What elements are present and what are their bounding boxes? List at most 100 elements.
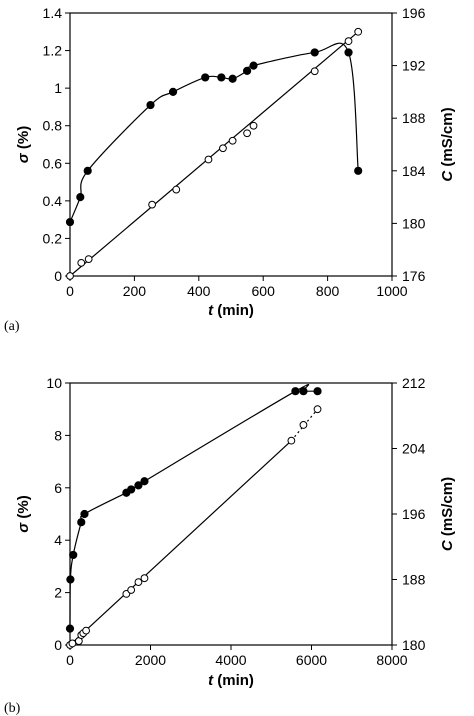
y-right-axis-symbol: C <box>439 170 456 182</box>
x-tick-label: 6000 <box>296 652 327 668</box>
data-point-filled <box>69 550 78 560</box>
panel-label: (a) <box>4 319 20 334</box>
y-right-tick-label: 204 <box>402 441 426 457</box>
data-point-open <box>249 121 258 130</box>
data-point-open <box>148 200 157 209</box>
chart-panel-a: 0 200 400 600 800 1000 0 0.2 0.4 0.6 0.8 1 1.2 1.4 176… <box>4 5 456 334</box>
y-left-tick-label: 1.4 <box>43 5 63 21</box>
x-tick-label: 1000 <box>376 283 407 299</box>
data-point-filled <box>354 166 363 175</box>
data-point-open <box>228 136 237 145</box>
x-tick-label: 600 <box>252 283 276 299</box>
data-point-filled <box>299 387 308 396</box>
y-right-tick-label: 188 <box>402 572 426 588</box>
data-point-open <box>127 586 136 594</box>
x-axis-unit: (min) <box>213 302 254 319</box>
x-tick-label: 8000 <box>376 652 407 668</box>
y-left-tick-label: 2 <box>54 585 62 601</box>
data-point-filled <box>291 387 300 396</box>
series-line-conductivity <box>69 383 318 629</box>
y-left-tick-label: 0 <box>54 637 62 653</box>
data-point-open <box>344 37 353 46</box>
y-right-tick-label: 184 <box>402 163 426 179</box>
y-right-tick-label: 212 <box>402 375 426 391</box>
data-point-filled <box>310 48 319 57</box>
x-tick-label: 2000 <box>135 652 166 668</box>
y-right-axis-symbol: C <box>439 539 456 551</box>
data-point-open <box>82 626 90 635</box>
data-point-open <box>172 185 181 194</box>
data-point-filled <box>134 481 143 490</box>
data-point-filled <box>146 100 155 110</box>
data-point-filled <box>83 166 92 175</box>
data-point-filled <box>80 509 89 519</box>
data-point-filled <box>168 87 178 97</box>
y-left-tick-label: 1.2 <box>43 43 63 59</box>
y-left-tick-label: 1 <box>54 80 62 96</box>
y-left-tick-label: 4 <box>54 532 62 548</box>
y-right-tick-label: 196 <box>402 5 426 21</box>
data-point-open <box>287 436 296 445</box>
y-left-tick-label: 0.8 <box>43 118 63 134</box>
data-point-open <box>68 639 77 648</box>
panel-label: (b) <box>4 701 21 716</box>
x-tick-label: 200 <box>123 283 147 299</box>
x-axis-symbol: t <box>208 672 214 689</box>
y-left-axis-unit: (%) <box>15 126 32 154</box>
y-left-axis-symbol: σ <box>15 522 32 533</box>
data-point-open <box>310 67 319 76</box>
data-point-open <box>204 155 213 164</box>
series-line-strain <box>69 440 292 646</box>
data-point-filled <box>217 73 226 82</box>
data-point-filled <box>228 74 237 83</box>
data-point-open <box>354 27 363 36</box>
y-left-tick-label: 0.2 <box>43 230 63 246</box>
y-left-tick-label: 0.6 <box>43 155 63 171</box>
y-right-tick-label: 188 <box>402 110 426 126</box>
data-point-open <box>219 144 227 153</box>
data-point-filled <box>65 624 75 633</box>
y-left-axis-label: σ (%) <box>15 495 32 532</box>
y-right-axis-label: C (mS/cm) <box>439 107 456 181</box>
chart-panel-b: 0 2000 4000 6000 8000 0 2 4 6 8 10 180 188 196 204 212 t… <box>4 375 456 716</box>
y-left-axis-label: σ (%) <box>15 126 32 163</box>
x-tick-label: 0 <box>66 652 74 668</box>
data-point-open <box>243 129 252 138</box>
x-axis-label: t (min) <box>208 302 254 319</box>
data-point-open <box>140 574 149 583</box>
data-point-filled <box>140 477 149 486</box>
y-left-tick-label: 0.4 <box>43 193 63 209</box>
data-point-filled <box>77 518 86 527</box>
plot-frame <box>69 12 393 277</box>
data-point-filled <box>201 73 210 82</box>
series-line-strain <box>69 31 359 277</box>
y-right-axis-label: C (mS/cm) <box>439 477 456 551</box>
y-right-tick-label: 192 <box>402 58 426 74</box>
y-right-axis-unit: (mS/cm) <box>439 107 456 170</box>
data-point-filled <box>243 66 252 75</box>
data-point-filled <box>127 485 136 494</box>
data-point-filled <box>65 217 75 227</box>
x-axis-label: t (min) <box>208 672 254 689</box>
y-right-tick-label: 176 <box>402 268 426 284</box>
y-right-axis-unit: (mS/cm) <box>439 477 456 540</box>
data-point-open <box>134 578 143 587</box>
y-left-axis-symbol: σ <box>15 152 32 163</box>
plot-frame <box>69 382 393 646</box>
data-point-open <box>77 258 86 267</box>
x-axis-symbol: t <box>208 302 214 319</box>
data-point-open <box>84 255 93 263</box>
y-left-tick-label: 0 <box>54 268 62 284</box>
y-right-tick-label: 196 <box>402 506 426 522</box>
y-right-tick-label: 180 <box>402 637 426 653</box>
data-point-filled <box>76 193 85 202</box>
x-tick-label: 400 <box>187 283 211 299</box>
data-point-filled <box>344 48 353 57</box>
data-point-filled <box>66 575 75 584</box>
x-tick-label: 800 <box>316 283 340 299</box>
y-left-tick-label: 6 <box>54 480 62 496</box>
x-tick-label: 4000 <box>215 652 246 668</box>
x-axis-unit: (min) <box>213 672 254 689</box>
data-point-filled <box>313 387 322 396</box>
